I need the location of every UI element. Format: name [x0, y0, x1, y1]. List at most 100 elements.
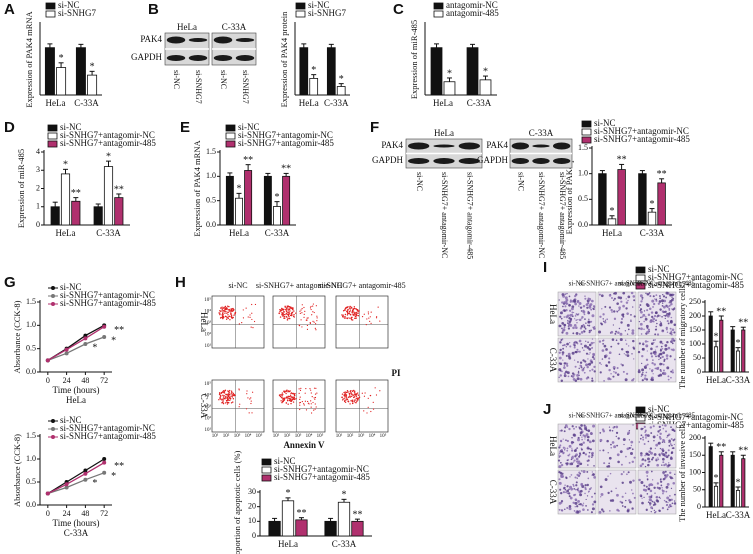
- event-dot: [348, 310, 351, 313]
- band: [408, 142, 430, 150]
- cell: [621, 501, 624, 504]
- legend-label: si-SNHG7: [58, 8, 97, 18]
- protein-label: PAK4: [381, 140, 403, 150]
- event-dot: [345, 396, 347, 398]
- significance-mark: *: [342, 490, 347, 501]
- column-label: si-SNHG7+ antagomir-485: [619, 280, 696, 288]
- cell: [572, 483, 575, 486]
- cell: [561, 370, 563, 373]
- cell: [662, 450, 664, 453]
- cell: [666, 366, 670, 370]
- cell: [661, 355, 664, 359]
- micrograph: [597, 469, 637, 515]
- cell: [621, 364, 624, 367]
- cell: [646, 363, 649, 366]
- cell: [625, 354, 627, 356]
- event-dot: [278, 312, 280, 315]
- cell: [579, 327, 583, 330]
- cell: [649, 483, 653, 487]
- flow-tick: 10²: [347, 433, 354, 439]
- event-dot: [229, 399, 231, 402]
- cell: [592, 473, 595, 476]
- cell: [667, 378, 670, 381]
- significance-mark: **: [617, 155, 627, 166]
- point: [83, 342, 88, 346]
- event-dot: [230, 314, 233, 317]
- event-dot: [221, 398, 223, 400]
- event-dot: [222, 391, 224, 393]
- cell: [574, 506, 576, 508]
- event-dot: [283, 397, 286, 399]
- event-dot: [350, 307, 353, 309]
- significance-mark: *: [736, 338, 741, 349]
- event-dot: [227, 317, 229, 320]
- event-dot: [355, 397, 357, 400]
- flow-tick: 10³: [234, 433, 241, 439]
- cell: [630, 489, 633, 491]
- y-tick-label: 0.5: [26, 477, 36, 486]
- event-dot: [299, 398, 301, 400]
- cell: [658, 509, 661, 512]
- event-dot: [306, 317, 308, 319]
- y-axis-label: Expression of PAK4 protein: [279, 11, 289, 108]
- bar: [324, 520, 337, 537]
- cell: [652, 504, 655, 506]
- cell: [593, 500, 597, 504]
- cell: [564, 488, 567, 491]
- cell: [571, 311, 574, 314]
- cell: [565, 346, 567, 348]
- cell: [669, 457, 673, 460]
- cell: [585, 498, 587, 501]
- event-dot: [288, 305, 290, 308]
- cell: [578, 426, 580, 428]
- cell: [673, 502, 677, 505]
- event-dot: [224, 389, 227, 392]
- cell: [615, 435, 617, 438]
- cell: [564, 508, 566, 511]
- cell: [626, 509, 630, 513]
- event-dot: [285, 312, 288, 315]
- event-dot: [226, 317, 228, 319]
- event-dot: [253, 320, 256, 323]
- event-dot: [361, 392, 363, 394]
- event-dot: [344, 309, 346, 312]
- cell: [589, 448, 592, 451]
- event-dot: [219, 312, 221, 314]
- cell: [573, 341, 575, 344]
- cell: [606, 439, 609, 443]
- cell: [587, 341, 589, 343]
- cell: [664, 476, 667, 478]
- cell: [591, 495, 594, 498]
- cell: [567, 459, 570, 461]
- event-dot: [357, 394, 360, 396]
- cell: [572, 501, 575, 504]
- event-dot: [366, 412, 368, 414]
- bar: [87, 74, 98, 96]
- y-tick-label: 1.0: [578, 168, 588, 177]
- bar: [657, 182, 666, 226]
- cell: [630, 440, 634, 444]
- cell: [577, 370, 580, 373]
- cell: [588, 297, 592, 301]
- cell: [652, 306, 654, 308]
- event-dot: [367, 397, 369, 399]
- bar: [730, 329, 735, 373]
- cell: [563, 323, 567, 327]
- cell: [652, 456, 655, 459]
- event-dot: [374, 387, 376, 389]
- event-dot: [344, 308, 347, 310]
- event-dot: [230, 390, 233, 392]
- cell: [638, 327, 641, 330]
- legend-swatch: [51, 419, 55, 423]
- row-label: HeLa: [199, 312, 209, 332]
- cell: [565, 362, 569, 365]
- cell: [646, 304, 650, 308]
- lane-label: si-SNHG7: [194, 70, 203, 104]
- cell: [650, 511, 652, 513]
- cell: [640, 434, 643, 437]
- cell: [657, 441, 661, 445]
- cell: [650, 355, 654, 358]
- cell: [585, 322, 587, 324]
- x-tick-label: 24: [63, 376, 71, 385]
- cell: [645, 292, 647, 295]
